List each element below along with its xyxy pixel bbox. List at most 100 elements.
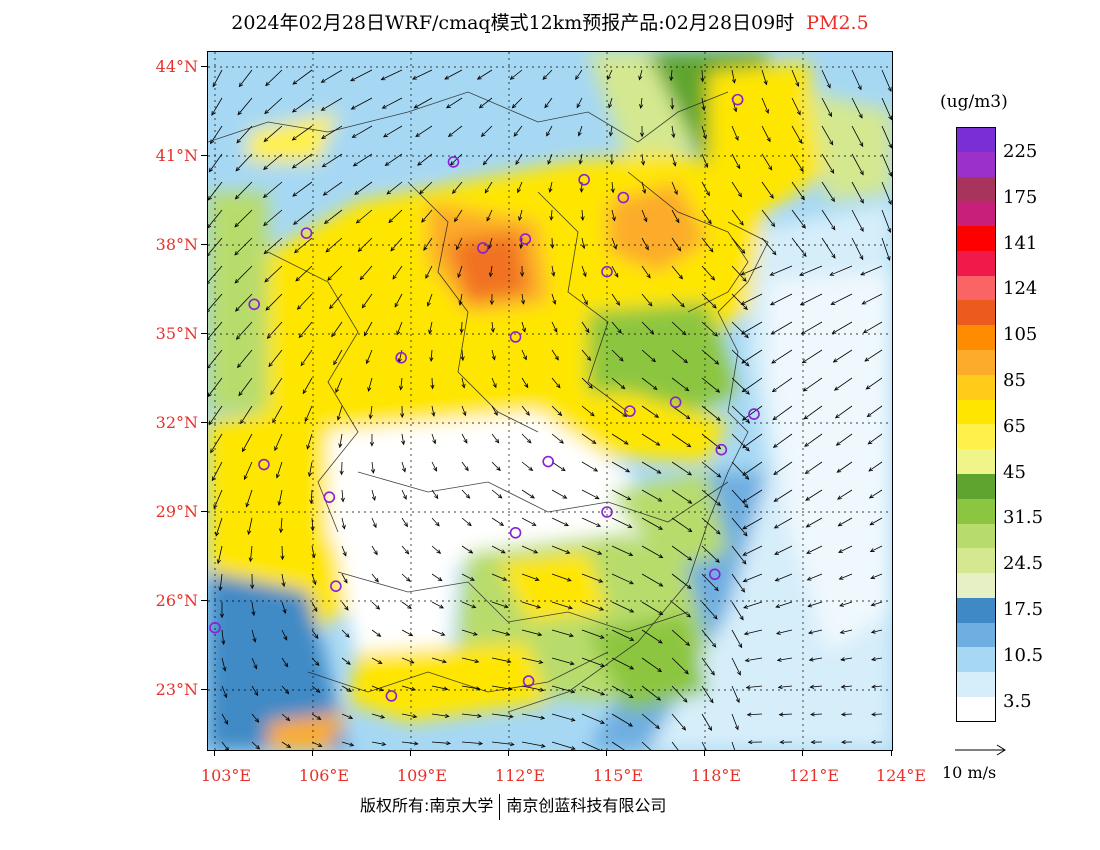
wind-arrow-head <box>676 246 682 252</box>
wind-arrow-head <box>648 301 653 307</box>
wind-arrow <box>731 433 750 452</box>
wind-arrow <box>491 517 504 526</box>
wind-arrow-head <box>409 659 415 664</box>
wind-arrow-head <box>208 167 214 173</box>
wind-arrow <box>701 293 717 309</box>
wind-arrow-head <box>428 329 433 335</box>
wind-arrow-head <box>419 189 424 195</box>
wind-arrow-head <box>834 414 840 419</box>
wind-arrow <box>671 573 692 589</box>
station-marker <box>209 621 221 634</box>
wind-arrow-head <box>234 222 239 228</box>
station-marker <box>617 191 630 204</box>
wind-arrow <box>671 433 691 448</box>
wind-arrow-head <box>252 637 257 643</box>
wind-arrow-head <box>772 250 777 256</box>
wind-arrow <box>311 741 322 747</box>
wind-arrow-head <box>311 553 316 559</box>
legend-label: 24.5 <box>1003 553 1044 575</box>
wind-arrow-head <box>868 494 874 499</box>
wind-arrow-head <box>772 415 778 421</box>
wind-arrow-head <box>255 745 261 750</box>
wind-arrow-head <box>449 161 455 166</box>
wind-arrow <box>881 69 892 92</box>
wind-arrow <box>808 629 823 634</box>
wind-arrow-head <box>678 274 683 280</box>
wind-arrow <box>851 69 862 90</box>
wind-arrow <box>461 349 464 361</box>
wind-arrow-head <box>388 218 393 224</box>
wind-arrow <box>265 293 283 311</box>
wind-arrow <box>776 629 793 635</box>
wind-arrow-head <box>378 687 384 692</box>
wind-arrow <box>292 97 313 113</box>
wind-arrow <box>551 433 564 444</box>
wind-arrow-head <box>871 684 876 689</box>
wind-arrow-head <box>265 81 270 87</box>
wind-arrow <box>221 685 227 698</box>
wind-arrow <box>521 517 536 526</box>
legend-swatch <box>957 325 995 351</box>
wind-arrow-head <box>245 502 250 508</box>
legend-label: 85 <box>1003 370 1026 391</box>
wind-arrow-head <box>314 661 320 666</box>
wind-arrow <box>431 573 443 581</box>
wind-arrow <box>210 433 223 453</box>
wind-arrow-head <box>707 219 712 225</box>
wind-arrow <box>512 97 523 109</box>
wind-arrow-head <box>800 330 806 335</box>
wind-arrow <box>611 685 634 698</box>
wind-arrow-head <box>590 412 595 417</box>
wind-arrow <box>415 125 433 137</box>
wind-arrow <box>581 517 601 527</box>
wind-arrow-head <box>457 273 462 279</box>
wind-arrow <box>841 685 853 688</box>
wind-arrow <box>701 713 712 731</box>
wind-arrow-head <box>736 670 741 676</box>
wind-arrow-head <box>569 661 575 666</box>
wind-arrow <box>791 209 806 229</box>
wind-arrow-head <box>744 361 750 367</box>
wind-arrow <box>731 181 742 197</box>
wind-arrow-head <box>766 137 771 143</box>
wind-arrow <box>551 573 572 582</box>
wind-arrow <box>866 377 883 390</box>
wind-arrow <box>302 377 313 394</box>
wind-arrow <box>746 685 763 688</box>
wind-arrow-head <box>654 413 660 418</box>
wind-arrow <box>250 545 253 562</box>
wind-arrow <box>742 517 763 530</box>
wind-arrow <box>521 713 545 719</box>
wind-arrow <box>611 237 617 249</box>
legend-label: 225 <box>1003 141 1038 162</box>
wind-arrow-head <box>740 271 746 276</box>
wind-arrow <box>551 349 559 361</box>
wind-arrow <box>741 293 763 305</box>
wind-arrow-head <box>476 75 482 80</box>
wind-arrow-head <box>494 438 500 444</box>
wind-arrow-head <box>322 191 328 196</box>
wind-arrow <box>461 377 465 388</box>
wind-arrow <box>581 657 605 667</box>
wind-arrow <box>611 629 634 641</box>
wind-arrow <box>211 97 223 116</box>
wind-arrow <box>419 181 433 194</box>
wind-arrow-head <box>614 272 619 278</box>
wind-arrow <box>356 209 373 224</box>
wind-arrow-head <box>646 273 651 279</box>
wind-arrow <box>237 97 253 115</box>
wind-arrow-head <box>597 550 603 555</box>
wind-arrow-head <box>600 720 605 724</box>
wind-arrow-head <box>263 137 269 143</box>
wind-arrow <box>491 657 511 663</box>
wind-arrow <box>521 433 532 444</box>
wind-arrow-head <box>241 447 246 453</box>
wind-arrow-head <box>658 554 664 559</box>
wind-arrow <box>234 265 253 284</box>
wind-arrow <box>830 293 853 305</box>
wind-arrow-head <box>565 549 571 554</box>
wind-arrow-head <box>274 446 279 452</box>
wind-arrow-head <box>370 469 376 474</box>
wind-arrow-head <box>582 272 587 278</box>
wind-arrow <box>401 657 414 664</box>
